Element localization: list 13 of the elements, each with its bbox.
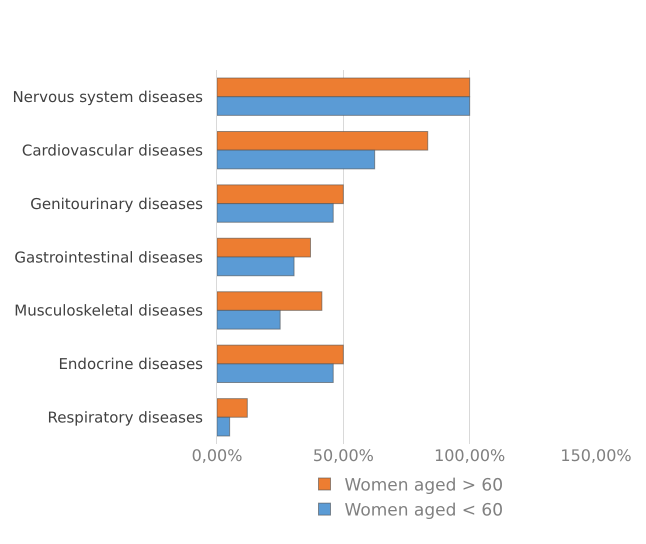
y-tick-label: Cardiovascular diseases [22, 141, 204, 160]
y-tick-label: Genitourinary diseases [30, 194, 204, 213]
legend-label: Women aged > 60 [344, 476, 504, 496]
y-tick-label: Respiratory diseases [48, 408, 204, 427]
x-tick-label: 150,00% [560, 446, 632, 465]
y-tick-label: Nervous system diseases [12, 88, 204, 106]
y-tick-label: Gastrointestinal diseases [14, 248, 204, 266]
x-tick-label: 0,00% [192, 446, 242, 465]
legend-label: Women aged < 60 [344, 500, 504, 521]
y-tick-label: Musculoskeletal diseases [14, 302, 204, 320]
y-tick-label: Endocrine diseases [58, 355, 204, 374]
x-tick-label: 50,00% [312, 446, 374, 465]
x-tick-label: 100,00% [434, 446, 506, 465]
